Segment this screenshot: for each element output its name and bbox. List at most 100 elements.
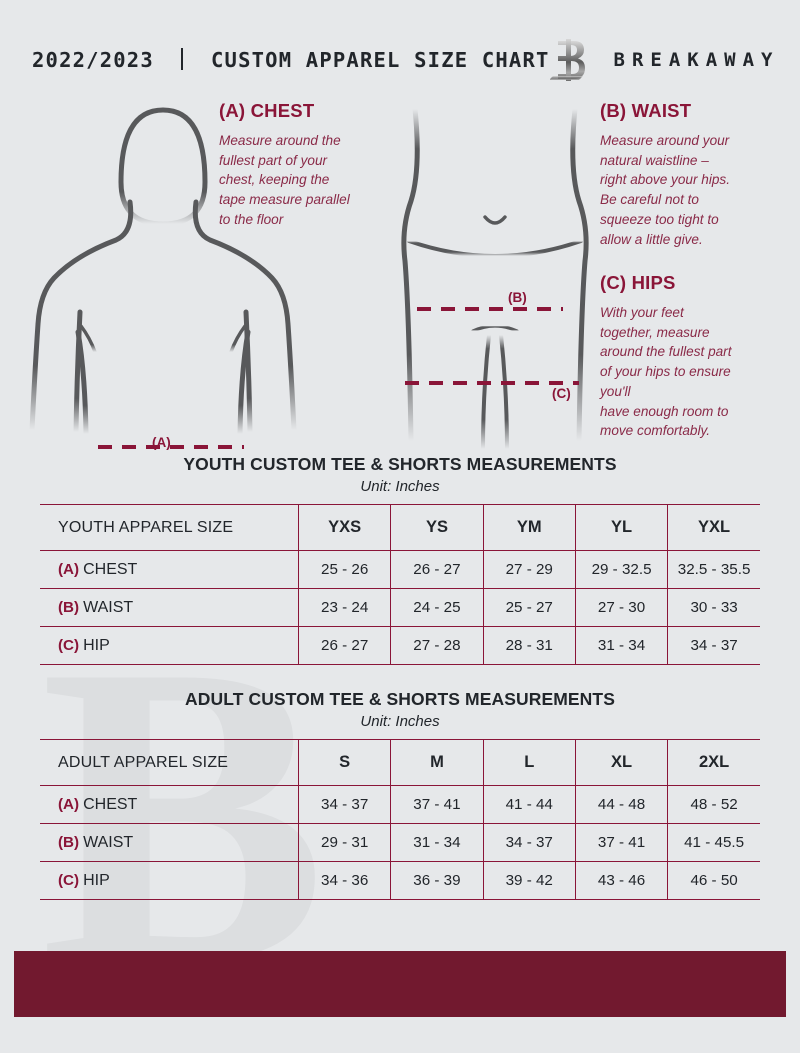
youth-waist-yl: 27 - 30 <box>574 588 668 627</box>
hip-measure-line <box>403 375 581 396</box>
guide-block-chest: (A) CHEST Measure around the fullest par… <box>219 100 391 230</box>
youth-hip-ym: 28 - 31 <box>482 626 576 665</box>
row-tag-c: (C) <box>58 636 80 654</box>
youth-size-table: YOUTH APPAREL SIZE YXS YS YM YL YXL (A) C… <box>40 504 760 665</box>
youth-hip-ys: 27 - 28 <box>390 626 484 665</box>
brand-wordmark: BREAKAWAY <box>613 49 780 71</box>
adult-row-label-hip: (C) HIP <box>40 861 299 900</box>
youth-chest-ym: 27 - 29 <box>482 550 576 589</box>
table-row: (A) CHEST 25 - 26 26 - 27 27 - 29 29 - 32… <box>40 550 760 589</box>
chart-title-label: CUSTOM APPAREL SIZE CHART <box>210 48 550 72</box>
adult-table-title: ADULT CUSTOM TEE & SHORTS MEASUREMENTS <box>185 689 615 709</box>
youth-row-label-hip: (C) HIP <box>40 626 299 665</box>
table-row: (B) WAIST 29 - 31 31 - 34 34 - 37 37 - 41… <box>40 823 760 862</box>
table-header-row: YOUTH APPAREL SIZE YXS YS YM YL YXL <box>40 504 760 551</box>
row-tag-a: (A) <box>58 560 80 578</box>
chest-measure-line <box>96 439 246 460</box>
adult-waist-l: 34 - 37 <box>482 823 576 862</box>
size-header-yl: YL <box>574 504 668 551</box>
adult-waist-m: 31 - 34 <box>390 823 484 862</box>
size-header-ym: YM <box>482 504 576 551</box>
guide-title-chest: (A) CHEST <box>219 100 315 121</box>
guide-title-waist: (B) WAIST <box>600 100 692 121</box>
youth-hip-yxs: 26 - 27 <box>297 626 391 665</box>
size-chart-page: 2022/2023 CUSTOM APPAREL SIZE CHART <box>0 0 800 900</box>
youth-table-title: YOUTH CUSTOM TEE & SHORTS MEASUREMENTS <box>183 454 617 474</box>
row-label-chest: CHEST <box>83 795 138 813</box>
row-tag-c: (C) <box>58 871 80 889</box>
adult-waist-2xl: 41 - 45.5 <box>667 823 760 862</box>
guide-body-waist: Measure around your natural waistline – … <box>600 133 730 247</box>
size-header-ys: YS <box>390 504 484 551</box>
youth-chest-ys: 26 - 27 <box>390 550 484 589</box>
adult-hip-2xl: 46 - 50 <box>667 861 760 900</box>
size-header-xl: XL <box>574 739 668 786</box>
youth-table-section: YOUTH CUSTOM TEE & SHORTS MEASUREMENTS U… <box>0 454 800 665</box>
row-label-chest: CHEST <box>83 560 138 578</box>
table-header-row: ADULT APPAREL SIZE S M L XL 2XL <box>40 739 760 786</box>
page-header: 2022/2023 CUSTOM APPAREL SIZE CHART <box>0 0 800 86</box>
youth-table-unit: Unit: Inches <box>360 478 440 495</box>
adult-waist-s: 29 - 31 <box>297 823 391 862</box>
row-label-waist: WAIST <box>83 598 134 616</box>
row-tag-b: (B) <box>58 833 80 851</box>
row-label-hip: HIP <box>83 636 110 654</box>
adult-hip-xl: 43 - 46 <box>574 861 668 900</box>
brand-lockup: BREAKAWAY <box>548 38 780 82</box>
guide-body-chest: Measure around the fullest part of your … <box>219 133 350 227</box>
lower-body-figure-illustration <box>385 99 605 454</box>
youth-hip-yl: 31 - 34 <box>574 626 668 665</box>
adult-chest-s: 34 - 37 <box>297 785 391 824</box>
row-tag-b: (B) <box>58 598 80 616</box>
adult-row-label-waist: (B) WAIST <box>40 823 299 862</box>
measurement-illustrations: (A) <box>0 94 800 454</box>
guide-block-waist: (B) WAIST Measure around your natural wa… <box>600 100 778 249</box>
youth-chest-yxs: 25 - 26 <box>297 550 391 589</box>
adult-chest-m: 37 - 41 <box>390 785 484 824</box>
youth-chest-yxl: 32.5 - 35.5 <box>667 550 760 589</box>
youth-waist-yxl: 30 - 33 <box>667 588 760 627</box>
adult-hip-l: 39 - 42 <box>482 861 576 900</box>
adult-apparel-size-header: ADULT APPAREL SIZE <box>40 739 299 786</box>
adult-chest-l: 41 - 44 <box>482 785 576 824</box>
size-header-s: S <box>297 739 391 786</box>
adult-chest-2xl: 48 - 52 <box>667 785 760 824</box>
chest-marker-label: (A) <box>152 435 171 450</box>
adult-hip-m: 36 - 39 <box>390 861 484 900</box>
adult-table-section: ADULT CUSTOM TEE & SHORTS MEASUREMENTS U… <box>0 689 800 900</box>
row-tag-a: (A) <box>58 795 80 813</box>
size-header-2xl: 2XL <box>667 739 760 786</box>
table-row: (A) CHEST 34 - 37 37 - 41 41 - 44 44 - 48… <box>40 785 760 824</box>
hip-marker-label: (C) <box>552 386 571 401</box>
waist-measure-line <box>415 301 565 322</box>
youth-hip-yxl: 34 - 37 <box>667 626 760 665</box>
youth-row-label-chest: (A) CHEST <box>40 550 299 589</box>
table-row: (B) WAIST 23 - 24 24 - 25 25 - 27 27 - 30… <box>40 588 760 627</box>
youth-apparel-size-header: YOUTH APPAREL SIZE <box>40 504 299 551</box>
page-title: 2022/2023 CUSTOM APPAREL SIZE CHART <box>32 48 550 72</box>
row-label-hip: HIP <box>83 871 110 889</box>
youth-row-label-waist: (B) WAIST <box>40 588 299 627</box>
size-header-l: L <box>482 739 576 786</box>
guide-body-hips: With your feet together, measure around … <box>600 305 732 439</box>
youth-waist-ys: 24 - 25 <box>390 588 484 627</box>
adult-table-unit: Unit: Inches <box>360 713 440 730</box>
season-label: 2022/2023 <box>32 48 154 72</box>
footer-bar <box>14 951 786 1017</box>
youth-waist-yxs: 23 - 24 <box>297 588 391 627</box>
waist-marker-label: (B) <box>508 290 527 305</box>
table-row: (C) HIP 34 - 36 36 - 39 39 - 42 43 - 46 4… <box>40 861 760 900</box>
breakaway-b-monogram-icon <box>548 38 592 82</box>
adult-row-label-chest: (A) CHEST <box>40 785 299 824</box>
adult-chest-xl: 44 - 48 <box>574 785 668 824</box>
guide-title-hips: (C) HIPS <box>600 272 676 293</box>
adult-hip-s: 34 - 36 <box>297 861 391 900</box>
size-header-yxs: YXS <box>297 504 391 551</box>
guide-block-hips: (C) HIPS With your feet together, measur… <box>600 272 778 441</box>
youth-chest-yl: 29 - 32.5 <box>574 550 668 589</box>
youth-waist-ym: 25 - 27 <box>482 588 576 627</box>
size-header-yxl: YXL <box>667 504 760 551</box>
adult-size-table: ADULT APPAREL SIZE S M L XL 2XL (A) CHEST… <box>40 739 760 900</box>
table-row: (C) HIP 26 - 27 27 - 28 28 - 31 31 - 34 3… <box>40 626 760 665</box>
torso-figure-illustration <box>18 94 308 449</box>
